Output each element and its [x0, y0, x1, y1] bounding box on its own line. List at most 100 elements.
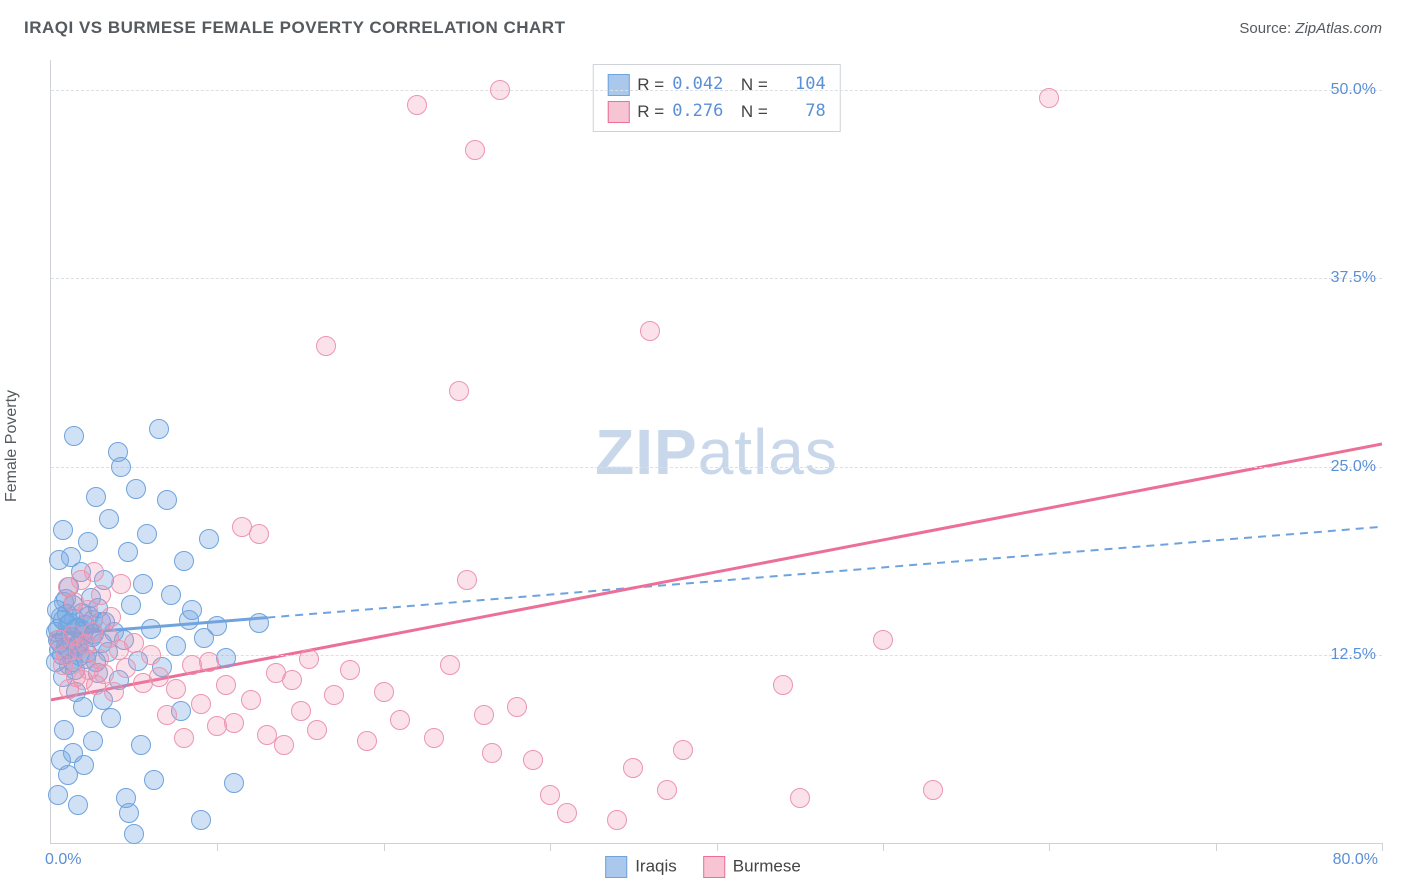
- data-point: [119, 803, 139, 823]
- data-point: [141, 619, 161, 639]
- data-point: [607, 810, 627, 830]
- data-point: [241, 690, 261, 710]
- data-point: [316, 336, 336, 356]
- data-point: [182, 600, 202, 620]
- data-point: [490, 80, 510, 100]
- data-point: [249, 524, 269, 544]
- x-tick: [384, 843, 385, 851]
- data-point: [86, 487, 106, 507]
- data-point: [540, 785, 560, 805]
- trend-line-dashed: [267, 527, 1382, 618]
- data-point: [424, 728, 444, 748]
- data-point: [54, 720, 74, 740]
- legend-swatch: [607, 101, 629, 123]
- data-point: [274, 735, 294, 755]
- series-legend: Iraqis Burmese: [605, 856, 801, 878]
- legend-row: R = 0.276 N = 78: [607, 98, 826, 125]
- legend-label: Iraqis: [635, 856, 677, 875]
- data-point: [673, 740, 693, 760]
- legend-r-value: 0.276: [672, 98, 723, 125]
- data-point: [157, 705, 177, 725]
- x-tick: [1382, 843, 1383, 851]
- legend-swatch: [605, 856, 627, 878]
- source-value: ZipAtlas.com: [1295, 20, 1382, 37]
- data-point: [157, 490, 177, 510]
- data-point: [131, 735, 151, 755]
- data-point: [340, 660, 360, 680]
- chart-header: IRAQI VS BURMESE FEMALE POVERTY CORRELAT…: [24, 18, 1382, 38]
- x-axis-min: 0.0%: [45, 851, 81, 869]
- data-point: [124, 824, 144, 844]
- data-point: [144, 770, 164, 790]
- data-point: [121, 595, 141, 615]
- data-point: [78, 532, 98, 552]
- source-label: Source:: [1239, 20, 1291, 37]
- data-point: [474, 705, 494, 725]
- data-point: [790, 788, 810, 808]
- data-point: [224, 713, 244, 733]
- data-point: [166, 679, 186, 699]
- gridline: [51, 278, 1382, 279]
- data-point: [657, 780, 677, 800]
- data-point: [68, 795, 88, 815]
- data-point: [291, 701, 311, 721]
- gridline: [51, 90, 1382, 91]
- data-point: [149, 419, 169, 439]
- data-point: [449, 381, 469, 401]
- data-point: [111, 457, 131, 477]
- data-point: [133, 574, 153, 594]
- trend-lines: [51, 60, 1382, 843]
- y-tick-label: 50.0%: [1331, 81, 1376, 99]
- data-point: [49, 550, 69, 570]
- data-point: [873, 630, 893, 650]
- data-point: [191, 810, 211, 830]
- x-tick: [1049, 843, 1050, 851]
- data-point: [407, 95, 427, 115]
- x-axis-max: 80.0%: [1333, 851, 1378, 869]
- legend-swatch: [703, 856, 725, 878]
- data-point: [64, 426, 84, 446]
- plot-container: ZIPatlas R = 0.042 N = 104R = 0.276 N = …: [50, 60, 1382, 844]
- data-point: [104, 682, 124, 702]
- correlation-legend: R = 0.042 N = 104R = 0.276 N = 78: [592, 64, 841, 132]
- legend-item: Burmese: [703, 856, 801, 878]
- watermark-rest: atlas: [698, 416, 838, 488]
- scatter-plot: ZIPatlas R = 0.042 N = 104R = 0.276 N = …: [50, 60, 1382, 844]
- data-point: [137, 524, 157, 544]
- x-tick: [717, 843, 718, 851]
- trend-line-solid: [51, 444, 1382, 700]
- data-point: [440, 655, 460, 675]
- data-point: [457, 570, 477, 590]
- legend-n-value: 104: [776, 71, 826, 98]
- x-tick: [217, 843, 218, 851]
- y-tick-label: 25.0%: [1331, 458, 1376, 476]
- data-point: [357, 731, 377, 751]
- data-point: [91, 585, 111, 605]
- data-point: [101, 708, 121, 728]
- data-point: [523, 750, 543, 770]
- data-point: [216, 675, 236, 695]
- data-point: [224, 773, 244, 793]
- data-point: [465, 140, 485, 160]
- data-point: [126, 479, 146, 499]
- data-point: [557, 803, 577, 823]
- data-point: [101, 607, 121, 627]
- data-point: [199, 652, 219, 672]
- data-point: [166, 636, 186, 656]
- data-point: [324, 685, 344, 705]
- chart-title: IRAQI VS BURMESE FEMALE POVERTY CORRELAT…: [24, 18, 565, 38]
- data-point: [118, 542, 138, 562]
- watermark-bold: ZIP: [595, 416, 698, 488]
- data-point: [390, 710, 410, 730]
- watermark: ZIPatlas: [595, 415, 838, 489]
- x-tick: [550, 843, 551, 851]
- data-point: [111, 574, 131, 594]
- data-point: [507, 697, 527, 717]
- data-point: [299, 649, 319, 669]
- data-point: [141, 645, 161, 665]
- legend-swatch: [607, 74, 629, 96]
- data-point: [207, 616, 227, 636]
- data-point: [623, 758, 643, 778]
- chart-source: Source: ZipAtlas.com: [1239, 20, 1382, 37]
- data-point: [99, 509, 119, 529]
